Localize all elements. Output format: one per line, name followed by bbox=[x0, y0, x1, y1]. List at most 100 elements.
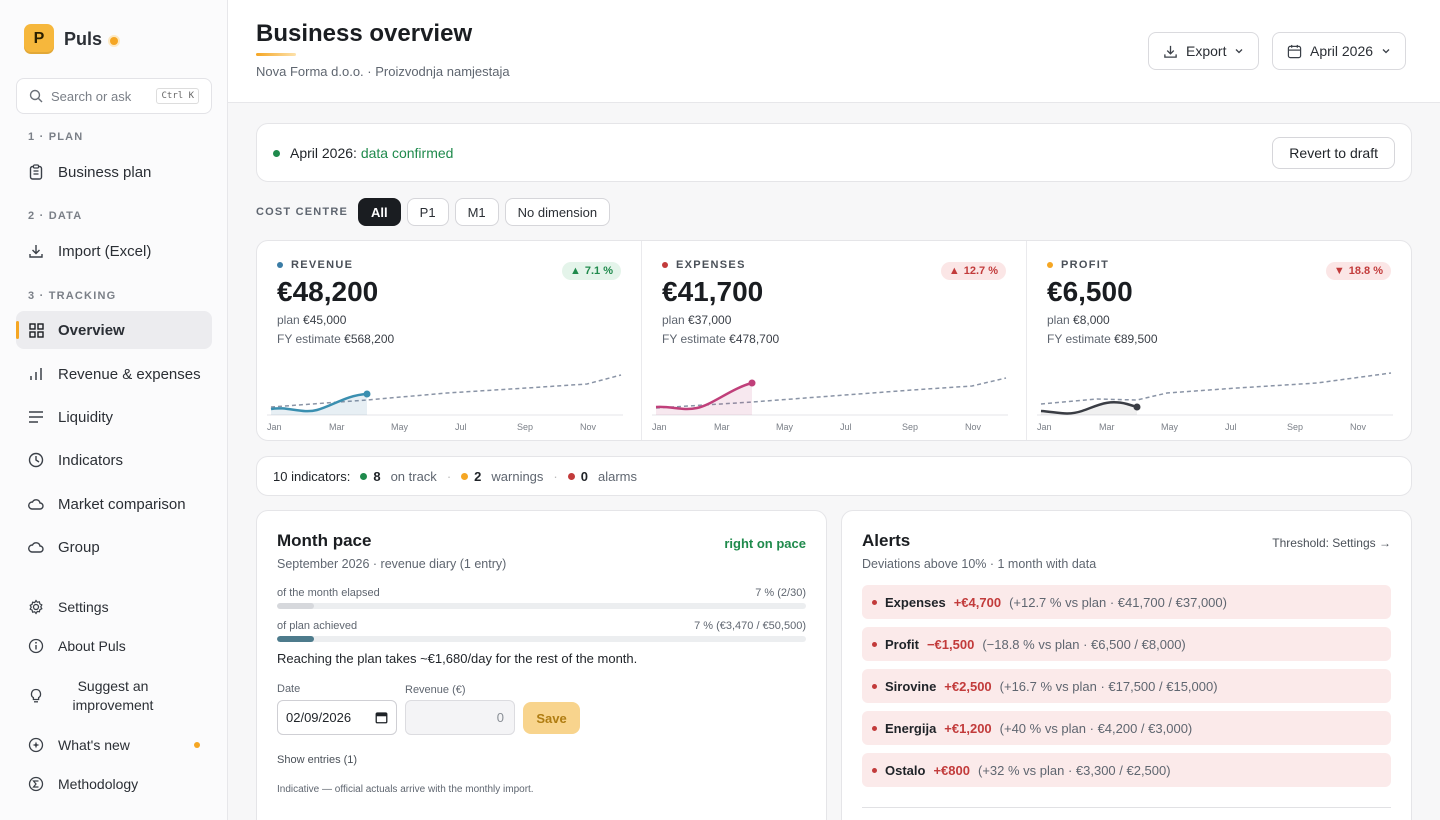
tick-jan: Jan bbox=[267, 422, 282, 432]
indicative-note: Indicative — official actuals arrive wit… bbox=[277, 784, 534, 795]
kpi-expenses[interactable]: EXPENSES ▲ 12.7 % €41,700 plan €37,000 FY… bbox=[642, 241, 1027, 440]
show-entries-toggle[interactable]: Show entries (1) bbox=[277, 754, 358, 766]
indicators-summary[interactable]: 10 indicators: 8 on track · 2 warnings ·… bbox=[256, 456, 1412, 496]
up-arrow-icon: ▲ bbox=[569, 265, 581, 277]
tick-jan: Jan bbox=[652, 422, 667, 432]
kpi-label: REVENUE bbox=[277, 259, 353, 271]
alert-delta: +€2,500 bbox=[944, 678, 992, 694]
brand-name: Puls bbox=[64, 28, 103, 49]
sidebar-item-import[interactable]: Import (Excel) bbox=[16, 232, 212, 270]
alert-row[interactable]: Sirovine +€2,500 (+16.7 % vs plan · €17,50… bbox=[862, 669, 1391, 703]
search-input[interactable]: Search or ask Ctrl K bbox=[16, 78, 212, 114]
brand[interactable]: P Puls bbox=[24, 24, 119, 54]
sidebar-item-market-comparison[interactable]: Market comparison bbox=[16, 485, 212, 523]
sidebar-item-label: Suggest an improvement bbox=[72, 678, 154, 713]
kpi-delta-badge: ▲ 7.1 % bbox=[561, 262, 621, 280]
plan-label: plan bbox=[277, 313, 300, 327]
section-plan: 1 · PLAN bbox=[28, 131, 84, 143]
sigma-icon bbox=[28, 776, 44, 792]
on-track-label: on track bbox=[390, 468, 437, 484]
save-button[interactable]: Save bbox=[523, 702, 580, 734]
info-icon bbox=[28, 638, 44, 654]
alert-row[interactable]: Profit −€1,500 (−18.8 % vs plan · €6,500 /… bbox=[862, 627, 1391, 661]
sidebar-item-about[interactable]: About Puls bbox=[16, 627, 212, 665]
page-subtitle: Nova Forma d.o.o. · Proizvodnja namjesta… bbox=[256, 64, 510, 79]
chip-m1[interactable]: M1 bbox=[454, 198, 499, 226]
threshold-settings-link[interactable]: Threshold: Settings → bbox=[1272, 536, 1391, 550]
sidebar-item-suggest[interactable]: Suggest an improvement bbox=[16, 675, 212, 717]
revenue-input[interactable]: 0 bbox=[405, 700, 515, 735]
tick-may: May bbox=[391, 422, 409, 432]
alert-row[interactable]: Expenses +€4,700 (+12.7 % vs plan · €41,70… bbox=[862, 585, 1391, 619]
status-period: April 2026: bbox=[290, 145, 357, 161]
fy-label: FY estimate bbox=[662, 332, 726, 346]
series-dot bbox=[662, 262, 668, 268]
alert-row[interactable]: Energija +€1,200 (+40 % vs plan · €4,200 /… bbox=[862, 711, 1391, 745]
chip-all[interactable]: All bbox=[358, 198, 401, 226]
achieved-fill bbox=[277, 636, 315, 642]
pace-title: Month pace bbox=[277, 531, 372, 550]
tick-may: May bbox=[1161, 422, 1179, 432]
plan-label: plan bbox=[1047, 313, 1070, 327]
chip-no-dimension[interactable]: No dimension bbox=[504, 198, 611, 226]
period-selector[interactable]: April 2026 bbox=[1272, 32, 1407, 70]
kpi-value: €41,700 bbox=[662, 276, 764, 307]
sidebar-item-label: About Puls bbox=[58, 638, 126, 654]
alert-detail: (−18.8 % vs plan · €6,500 / €8,000) bbox=[982, 636, 1186, 652]
date-field[interactable]: 02/09/2026 bbox=[277, 700, 397, 735]
badge-text: 12.7 % bbox=[963, 265, 998, 277]
plan-value: €37,000 bbox=[688, 313, 732, 327]
sparkline-revenue: Jan Mar May Jul Sep Nov bbox=[267, 374, 623, 432]
tick-mar: Mar bbox=[329, 422, 345, 432]
elapsed-fill bbox=[277, 603, 315, 609]
chevron-down-icon bbox=[1236, 49, 1243, 54]
sidebar-item-whats-new[interactable]: What's new bbox=[16, 726, 212, 764]
kpi-label-text: PROFIT bbox=[1061, 259, 1110, 271]
search-icon bbox=[29, 89, 43, 103]
achieved-value: 7 % (€3,470 / €50,500) bbox=[694, 620, 806, 632]
alert-detail: (+32 % vs plan · €3,300 / €2,500) bbox=[977, 762, 1171, 778]
sidebar-item-liquidity[interactable]: Liquidity bbox=[16, 398, 212, 436]
alert-dot bbox=[872, 767, 877, 773]
cloud-icon bbox=[28, 496, 44, 512]
sidebar-item-settings[interactable]: Settings bbox=[16, 588, 212, 626]
plan-value: €8,000 bbox=[1073, 313, 1110, 327]
badge-text: 18.8 % bbox=[1348, 265, 1383, 277]
series-dot bbox=[277, 262, 283, 268]
export-label: Export bbox=[1186, 43, 1227, 59]
page-title: Business overview bbox=[256, 20, 473, 47]
fy-value: €478,700 bbox=[729, 332, 780, 346]
sidebar-item-business-plan[interactable]: Business plan bbox=[16, 153, 212, 191]
sparkline-expenses: Jan Mar May Jul Sep Nov bbox=[652, 377, 1008, 432]
kpi-delta-badge: ▲ 12.7 % bbox=[940, 262, 1006, 280]
section-tracking: 3 · TRACKING bbox=[28, 290, 117, 302]
kpi-revenue[interactable]: REVENUE ▲ 7.1 % €48,200 plan €45,000 FY e… bbox=[257, 241, 642, 440]
calendar-icon bbox=[1287, 44, 1302, 58]
alert-detail: (+16.7 % vs plan · €17,500 / €15,000) bbox=[999, 678, 1218, 694]
sidebar-item-label: Indicators bbox=[58, 451, 124, 469]
alert-row[interactable]: Ostalo +€800 (+32 % vs plan · €3,300 / €2,… bbox=[862, 753, 1391, 787]
kpi-profit[interactable]: PROFIT ▼ 18.8 % €6,500 plan €8,000 FY est… bbox=[1027, 241, 1411, 440]
tick-nov: Nov bbox=[580, 422, 597, 432]
sidebar-item-methodology[interactable]: Methodology bbox=[16, 765, 212, 803]
cost-centre-filter: COST CENTRE All P1 M1 No dimension bbox=[256, 198, 611, 226]
cloud-icon bbox=[28, 539, 44, 555]
alarms-label: alarms bbox=[598, 468, 638, 484]
download-icon bbox=[1164, 45, 1177, 58]
chevron-down-icon bbox=[1382, 49, 1390, 54]
sidebar-item-overview[interactable]: Overview bbox=[16, 311, 212, 349]
achieved-track bbox=[277, 636, 806, 642]
calendar-icon bbox=[375, 712, 388, 724]
sidebar-item-indicators[interactable]: Indicators bbox=[16, 441, 212, 479]
date-label: Date bbox=[277, 683, 301, 695]
warnings-count: 2 bbox=[474, 468, 482, 484]
chip-p1[interactable]: P1 bbox=[406, 198, 449, 226]
sidebar-item-label: Business plan bbox=[58, 163, 152, 181]
tick-mar: Mar bbox=[1099, 422, 1115, 432]
lines-icon bbox=[28, 409, 44, 425]
sidebar-item-group[interactable]: Group bbox=[16, 528, 212, 566]
revert-to-draft-button[interactable]: Revert to draft bbox=[1272, 137, 1395, 169]
search-shortcut: Ctrl K bbox=[156, 88, 199, 104]
export-button[interactable]: Export bbox=[1148, 32, 1260, 70]
sidebar-item-revenue-expenses[interactable]: Revenue & expenses bbox=[16, 355, 212, 393]
